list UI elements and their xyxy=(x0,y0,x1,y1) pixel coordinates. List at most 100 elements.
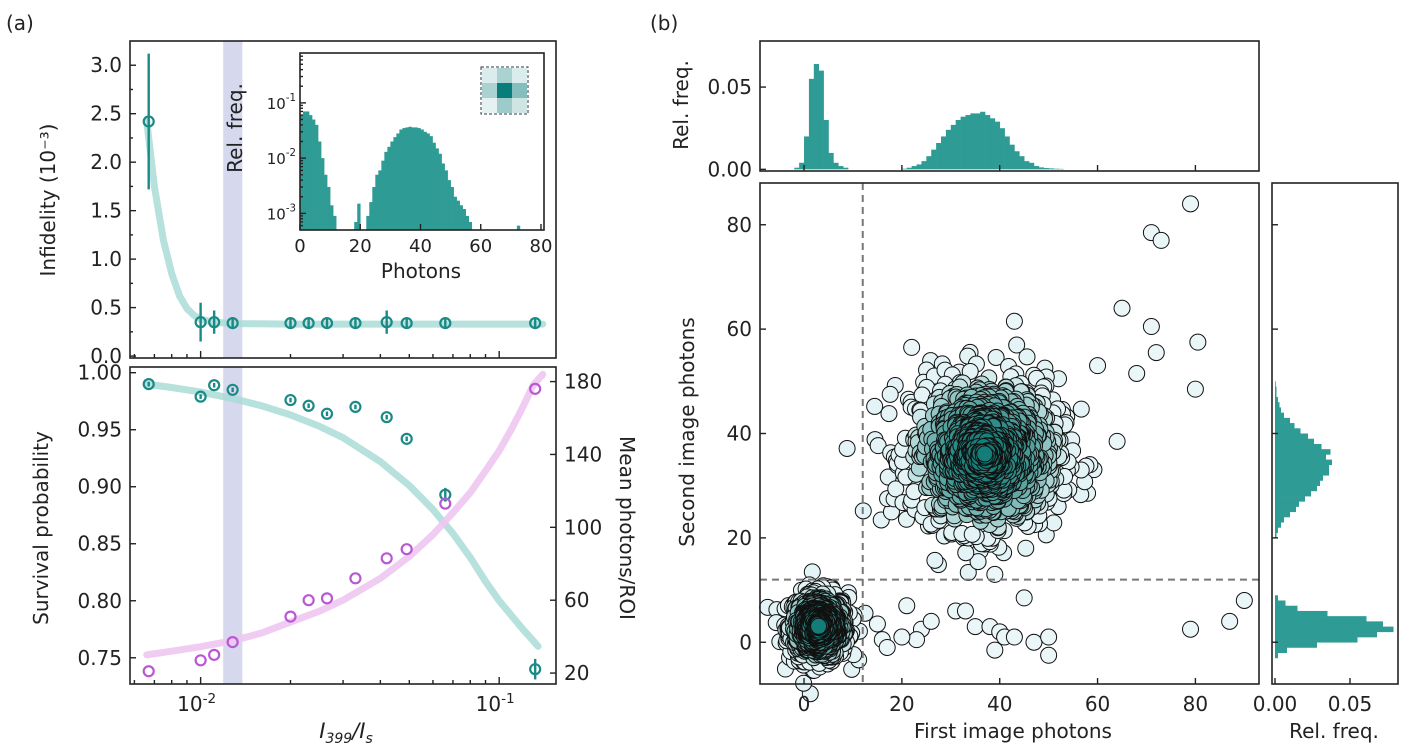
xtick-label: 10-2 xyxy=(177,691,216,716)
roi-pixel-1-0 xyxy=(482,83,497,98)
outlier-point-11 xyxy=(903,338,921,356)
photons-point-2 xyxy=(208,648,221,661)
hist-bar-48 xyxy=(444,170,448,230)
outlier-point-24 xyxy=(986,641,1004,659)
ytick-label: 0.75 xyxy=(77,646,122,670)
hist-bar-1 xyxy=(799,162,805,170)
hist-bar-5 xyxy=(818,70,824,170)
outlier-point-2 xyxy=(1152,231,1170,249)
ytick-label: 10-1 xyxy=(267,93,296,113)
scatter-point-33 xyxy=(1018,348,1036,366)
data-point-0 xyxy=(142,115,155,128)
hist-bar-56 xyxy=(468,221,473,230)
roi-pixel-0-2 xyxy=(512,68,527,83)
xtick-label: 60 xyxy=(469,236,492,257)
scatter-point-31 xyxy=(969,553,987,571)
photon-scatter-plot: 0 20 40 60 80 0 20 40 60 80 xyxy=(727,182,1260,716)
outlier-point-34 xyxy=(1221,612,1239,630)
hist-bar-46 xyxy=(1275,412,1284,419)
outlier-point-15 xyxy=(966,618,984,636)
y2tick-label: 20 xyxy=(564,661,589,685)
hist-bar-36 xyxy=(970,113,976,170)
hist-bar-48 xyxy=(1029,162,1035,170)
hist-bar-3 xyxy=(1275,637,1358,643)
scatter-point-34 xyxy=(880,405,898,423)
xtick-label: 40 xyxy=(987,692,1012,716)
hist-bar-37 xyxy=(1275,459,1332,466)
outlier-point-23 xyxy=(1040,646,1058,664)
hist-bar-35 xyxy=(405,127,409,230)
hist-bar-24 xyxy=(372,187,376,230)
outlier-point-28 xyxy=(893,628,911,646)
scatter-point-1648 xyxy=(810,617,828,635)
hist-bar-39 xyxy=(1275,449,1331,455)
scatter-point-14 xyxy=(926,551,944,569)
hist-bar-43 xyxy=(429,136,433,230)
survival-fit-curve xyxy=(143,380,542,650)
hist-bar-33 xyxy=(399,129,403,230)
hist-bar-33 xyxy=(1275,480,1320,486)
infidelity-plot: 0.0 0.5 1.0 1.5 2.0 2.5 3.0 xyxy=(90,40,557,368)
hist-bar-40 xyxy=(989,118,996,170)
hist-bar-35 xyxy=(965,115,971,170)
hist-bar-27 xyxy=(926,156,932,170)
xtick-label-base: 10 xyxy=(177,692,202,716)
top-hist-axes xyxy=(759,40,1260,172)
xtick-label: 60 xyxy=(1085,692,1110,716)
survival-y2label: Mean photons/ROI xyxy=(615,436,639,620)
hist-bar-36 xyxy=(408,126,412,230)
outlier-point-3 xyxy=(1113,299,1131,317)
ytick-label: 10-2 xyxy=(267,148,296,168)
hist-bar-31 xyxy=(1275,490,1311,497)
xlabel-sub-399: 399 xyxy=(325,731,352,747)
hist-bar-40 xyxy=(420,129,424,230)
scatter-point-183 xyxy=(963,525,981,543)
hist-bar-51 xyxy=(1043,168,1049,170)
hist-bar-10 xyxy=(1275,600,1286,607)
survival-point-7 xyxy=(349,400,362,414)
photons-point-0 xyxy=(142,665,155,678)
hist-bar-6 xyxy=(318,141,322,230)
hist-bar-0 xyxy=(300,115,304,230)
outlier-point-27 xyxy=(908,631,926,649)
hist-bar-39 xyxy=(985,115,991,170)
inset-ylabel: Rel. freq. xyxy=(223,83,247,173)
outlier-point-5 xyxy=(1189,333,1207,351)
hist-bar-31 xyxy=(393,137,397,230)
survival-point-1 xyxy=(194,390,207,403)
hist-bar-49 xyxy=(447,180,451,230)
highlight-band xyxy=(223,367,243,684)
roi-pixel-2-1 xyxy=(497,98,512,113)
hist-bar-23 xyxy=(1275,532,1277,539)
outlier-point-22 xyxy=(1040,628,1058,646)
hist-bar-24 xyxy=(1275,527,1278,533)
scatter-xlabel: First image photons xyxy=(914,719,1112,743)
ytick-label: 0.80 xyxy=(77,589,122,613)
hist-bar-32 xyxy=(1275,485,1317,492)
hist-bar-29 xyxy=(387,146,391,230)
inset-xlabel: Photons xyxy=(381,259,461,283)
data-point-1 xyxy=(194,316,207,329)
hist-bar-41 xyxy=(994,121,1001,170)
hist-bar-53 xyxy=(459,205,463,230)
hist-bar-4 xyxy=(312,119,316,230)
roi-pixel-2-2 xyxy=(512,98,527,113)
data-point-6 xyxy=(320,317,334,330)
hist-bar-3 xyxy=(309,115,313,230)
survival-point-11 xyxy=(529,663,542,676)
outlier-point-35 xyxy=(1235,592,1253,609)
hist-bar-40 xyxy=(1275,443,1322,450)
hist-bar-5 xyxy=(1275,626,1394,633)
panel-label-a: (a) xyxy=(6,11,34,35)
hist-bar-35 xyxy=(1275,470,1329,476)
ytick-label: 40 xyxy=(727,422,752,446)
hist-bar-8 xyxy=(324,174,328,230)
hist-bar-0 xyxy=(1275,652,1278,659)
survival-point-5 xyxy=(302,399,315,412)
scatter-point-61 xyxy=(987,348,1005,366)
ytick-label-base: 10 xyxy=(267,205,286,223)
ytick-label: 0.05 xyxy=(707,75,752,99)
roi-pixel-0-0 xyxy=(482,68,497,83)
hist-bar-33 xyxy=(955,119,961,170)
